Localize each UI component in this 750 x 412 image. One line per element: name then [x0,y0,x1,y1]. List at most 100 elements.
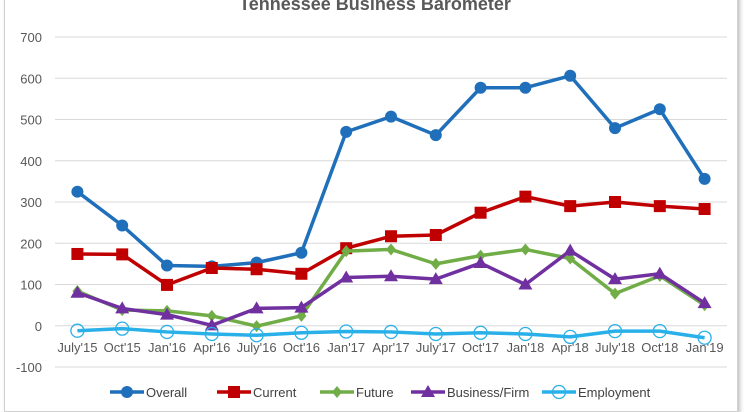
data-point [206,309,217,322]
line-chart: Tennessee Business Barometer -100 0 100 200… [16,0,727,400]
y-tick-label: -100 [16,360,42,375]
data-point [159,324,175,340]
legend-label: Current [253,385,297,400]
legend-label: Future [356,385,394,400]
data-point [385,110,397,123]
data-point [295,246,308,259]
x-tick-label: July'15 [57,340,97,355]
legend-marker [332,386,342,398]
y-tick-label: 300 [20,195,42,210]
data-point [609,196,621,208]
data-point [564,69,577,82]
x-tick-label: Apr'17 [372,340,409,355]
x-tick-label: Apr'18 [552,340,589,355]
data-point [652,266,667,279]
data-point [116,248,129,261]
data-point [610,287,620,300]
legend-label: Overall [146,385,187,400]
x-tick-label: Oct'17 [462,340,499,355]
series-business-firm [70,243,712,331]
data-point [697,296,712,309]
data-point [430,257,441,270]
legend-item: Employment [542,384,651,400]
legend-item: Overall [110,385,187,400]
x-tick-label: Jan'16 [148,340,186,355]
data-point [295,267,308,280]
x-tick-label: July'18 [595,340,635,355]
data-point [652,323,667,339]
data-point [339,324,354,339]
data-point [70,323,85,338]
data-point [339,270,354,283]
data-point [474,206,487,219]
data-point [519,81,532,94]
x-tick-label: Jan'17 [327,340,365,355]
data-point [520,243,531,256]
data-point [429,129,442,142]
data-point [653,200,666,213]
data-point [698,172,711,185]
y-tick-label: 500 [20,113,42,128]
data-point [607,323,623,339]
legend-item: Future [320,385,394,400]
data-point [653,103,666,116]
data-point [519,190,532,203]
y-tick-label: 600 [20,71,42,86]
y-tick-label: 100 [20,278,42,293]
data-point [70,285,85,298]
data-point [116,219,129,232]
data-point [608,272,622,285]
data-point [475,249,486,262]
y-tick-label: 700 [20,30,42,45]
data-point [340,125,353,138]
data-point [161,259,173,272]
series-line [77,326,705,340]
x-tick-label: Oct'18 [641,340,678,355]
data-point [204,326,219,342]
x-tick-label: Jan'18 [506,340,544,355]
legend-label: Employment [578,385,651,400]
data-point [385,230,397,243]
data-point [428,326,443,342]
data-point [429,229,442,241]
series-employment [70,321,712,345]
data-point [160,307,174,320]
data-point [115,321,130,336]
chart-title: Tennessee Business Barometer [239,0,511,14]
data-point [250,263,263,276]
data-point [115,301,130,314]
x-tick-label: July'17 [416,340,456,355]
y-tick-label: 400 [20,154,42,169]
data-point [204,318,219,331]
x-tick-label: Oct'15 [104,340,141,355]
data-point [249,301,264,314]
data-point [473,256,488,269]
series-current [71,190,711,291]
data-point [474,81,487,94]
data-point [71,247,84,260]
data-point [473,325,488,340]
legend-marker [421,385,435,397]
legend-marker [551,384,567,400]
data-point [249,328,264,343]
data-point [565,252,576,265]
legend-label: Business/Firm [447,385,529,400]
data-point [205,262,218,274]
data-point [71,185,84,198]
data-point [698,203,711,216]
series-overall [71,69,711,273]
data-point [563,243,578,256]
data-point [518,277,533,290]
data-point [697,330,712,345]
legend-item: Business/Firm [411,385,529,400]
data-point [294,325,309,340]
data-point [563,329,578,345]
x-tick-label: July'16 [237,340,277,355]
data-point [296,309,307,322]
data-point [294,300,309,313]
y-tick-label: 200 [20,236,42,251]
data-point [564,200,577,213]
legend-marker [228,386,240,398]
data-point [428,272,443,285]
data-point [161,278,173,291]
